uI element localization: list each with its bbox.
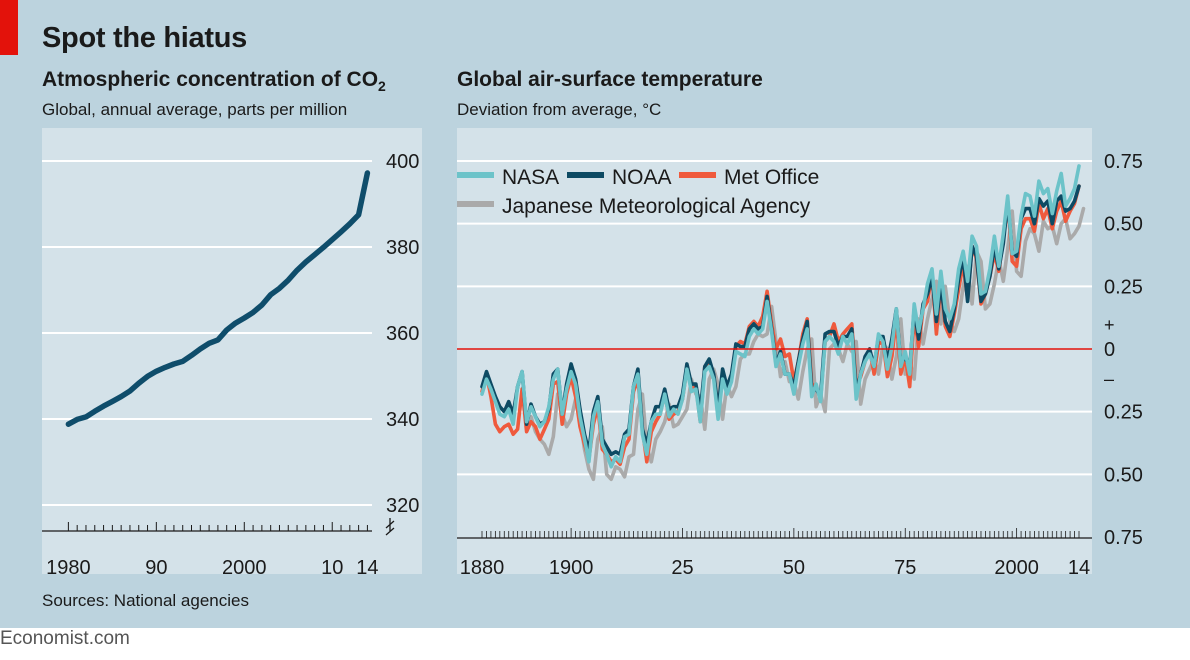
temp-y-tick-label: 0 <box>1104 339 1115 361</box>
legend-label-jma: Japanese Meteorological Agency <box>502 195 811 218</box>
co2-y-tick-label: 360 <box>386 323 419 345</box>
temp-y-tick-label: 0.25 <box>1104 276 1143 298</box>
temp-y-tick-label: 0.50 <box>1104 214 1143 236</box>
temp-chart-subtitle: Deviation from average, °C <box>457 100 662 119</box>
co2-x-tick-label: 2000 <box>222 557 267 579</box>
co2-series-line <box>65 170 371 427</box>
co2-title-subscript: 2 <box>378 78 386 95</box>
temp-plus-sign: + <box>1104 315 1115 335</box>
co2-y-tick-label: 340 <box>386 409 419 431</box>
legend-label-met-office: Met Office <box>724 166 819 189</box>
temp-y-tick-label: 0.75 <box>1104 151 1143 173</box>
temp-series-nasa <box>480 164 1081 469</box>
co2-x-tick-label: 10 <box>321 557 343 579</box>
co2-title-text: Atmospheric concentration of CO <box>42 68 379 91</box>
temp-x-tick-label: 1880 <box>460 557 505 579</box>
source-note: Sources: National agencies <box>42 591 249 610</box>
temp-x-tick-label: 50 <box>783 557 805 579</box>
temp-y-tick-label: 0.50 <box>1104 464 1143 486</box>
co2-chart-subtitle: Global, annual average, parts per millio… <box>42 100 348 119</box>
headline: Spot the hiatus <box>42 22 247 54</box>
temp-chart-title: Global air-surface temperature <box>457 68 763 91</box>
temp-x-tick-label: 1900 <box>549 557 594 579</box>
temp-series-met-office <box>480 184 1081 467</box>
temp-x-tick-label: 25 <box>671 557 693 579</box>
temp-y-tick-label: 0.75 <box>1104 527 1143 549</box>
co2-y-tick-label: 400 <box>386 151 419 173</box>
temp-x-tick-label: 2000 <box>994 557 1039 579</box>
temp-x-tick-label: 75 <box>894 557 916 579</box>
co2-x-tick-label: 1980 <box>46 557 91 579</box>
temp-y-tick-label: 0.25 <box>1104 402 1143 424</box>
co2-x-tick-label: 90 <box>145 557 167 579</box>
co2-y-tick-label: 320 <box>386 495 419 517</box>
co2-axis-break-icon <box>385 518 395 536</box>
temperature-chart: 0.75 0.50 0.25 0 0.25 0.50 0.75 + – 1880 1900 25 50 7… <box>457 151 1143 579</box>
legend-label-noaa: NOAA <box>612 166 672 189</box>
co2-chart: 400 380 360 340 320 1980 90 2000 10 14 <box>42 151 419 579</box>
brand-footer: Economist.com <box>0 628 130 649</box>
temp-minus-sign: – <box>1104 369 1114 389</box>
legend-label-nasa: NASA <box>502 166 559 189</box>
co2-y-tick-label: 380 <box>386 237 419 259</box>
co2-x-tick-label: 14 <box>356 557 378 579</box>
co2-chart-title: Atmospheric concentration of CO2 <box>42 68 386 94</box>
brand-tab <box>0 0 18 55</box>
temp-x-tick-label: 14 <box>1068 557 1090 579</box>
temperature-legend: NASA NOAA Met Office Japanese Meteorolog… <box>457 166 819 218</box>
